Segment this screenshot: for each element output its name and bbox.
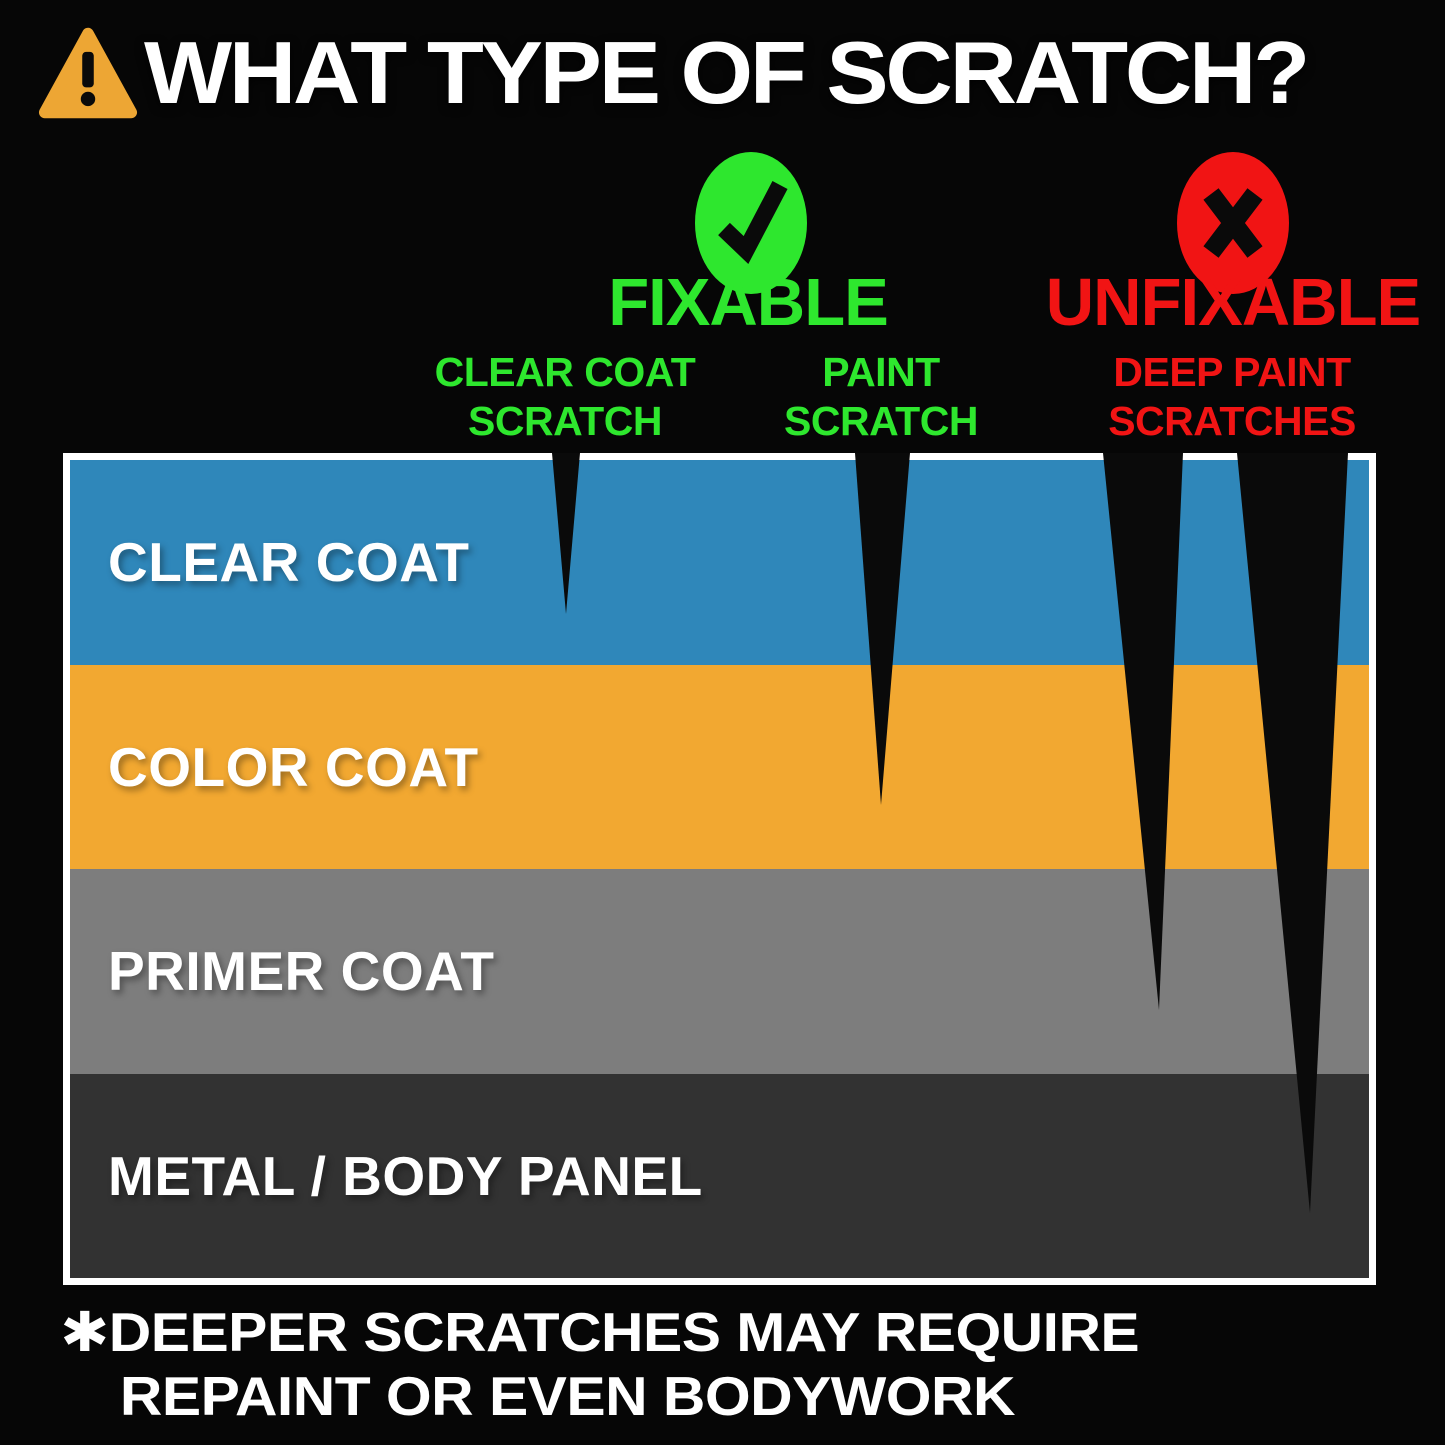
footnote-line1: ✱DEEPER SCRATCHES MAY REQUIRE — [60, 1300, 1140, 1364]
clear-coat-scratch-label: CLEAR COAT SCRATCH — [340, 348, 790, 446]
layer-label: COLOR COAT — [108, 735, 479, 798]
warning-triangle-icon — [38, 27, 138, 119]
paint-layers-diagram: CLEAR COAT COLOR COAT PRIMER COAT METAL … — [63, 453, 1376, 1285]
footnote-text1: DEEPER SCRATCHES MAY REQUIRE — [108, 1301, 1140, 1363]
label-line2: SCRATCH — [784, 398, 978, 444]
label-line2: SCRATCHES — [1108, 398, 1356, 444]
layer-label: CLEAR COAT — [108, 531, 470, 594]
title-row: WHAT TYPE OF SCRATCH? — [38, 22, 1425, 124]
paint-scratch-label: PAINT SCRATCH — [656, 348, 1106, 446]
warning-exclamation-dot — [80, 91, 96, 107]
deep-paint-scratches-label: DEEP PAINT SCRATCHES — [1007, 348, 1445, 446]
x-mark — [1203, 188, 1263, 258]
paint-layers-stack: CLEAR COAT COLOR COAT PRIMER COAT METAL … — [70, 460, 1369, 1278]
label-line1: CLEAR COAT — [434, 349, 696, 395]
layer-label: METAL / BODY PANEL — [108, 1144, 703, 1207]
layer-color-coat: COLOR COAT — [70, 664, 1369, 869]
fixable-heading: FIXABLE — [608, 265, 889, 340]
layer-label: PRIMER COAT — [108, 940, 495, 1003]
layer-clear-coat: CLEAR COAT — [70, 460, 1369, 665]
layer-primer-coat: PRIMER COAT — [70, 869, 1369, 1074]
page-title: WHAT TYPE OF SCRATCH? — [144, 23, 1310, 122]
layer-metal-body-panel: METAL / BODY PANEL — [70, 1073, 1369, 1278]
x-icon — [1177, 152, 1289, 294]
warning-exclamation-bar — [82, 51, 94, 88]
label-line1: PAINT — [822, 349, 940, 395]
check-icon — [695, 152, 807, 294]
footnote-line2: REPAINT OR EVEN BODYWORK — [119, 1365, 1016, 1427]
check-mark — [718, 181, 788, 264]
footnote: ✱DEEPER SCRATCHES MAY REQUIRE REPAINT OR… — [60, 1300, 1140, 1428]
asterisk-icon: ✱ — [60, 1300, 109, 1364]
label-line2: SCRATCH — [468, 398, 662, 444]
label-line1: DEEP PAINT — [1113, 349, 1351, 395]
unfixable-heading: UNFIXABLE — [1045, 265, 1421, 340]
